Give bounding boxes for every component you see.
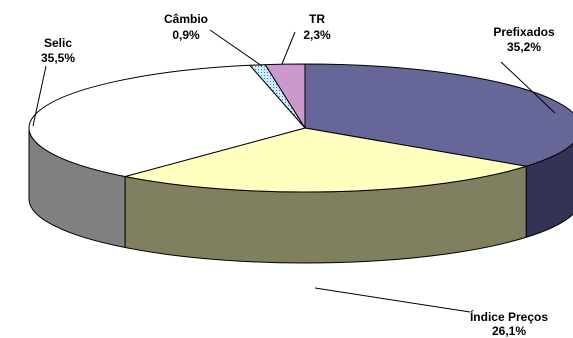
- leader-line-indice-precos: [314, 287, 471, 313]
- pie-sides: [28, 127, 573, 264]
- slice-label-tr: TR: [309, 12, 325, 26]
- leader-line-selic: [32, 65, 47, 127]
- leader-line-cambio: [209, 29, 263, 67]
- slice-value-indice-precos: 26,1%: [492, 324, 526, 338]
- slice-label-cambio: Câmbio: [164, 12, 208, 26]
- slice-value-cambio: 0,9%: [172, 28, 200, 42]
- label-leader-lines: [32, 29, 556, 313]
- pie-slice-prefixados: [304, 63, 573, 167]
- leader-line-tr: [281, 31, 296, 65]
- slice-label-indice-precos: Índice Preços: [470, 309, 548, 324]
- leader-line-prefixados: [500, 61, 556, 114]
- slice-label-selic: Selic: [44, 36, 72, 50]
- slice-value-selic: 35,5%: [41, 51, 75, 65]
- pie-slice-tr: [264, 63, 306, 129]
- pie-slice-selic: [28, 64, 306, 178]
- slice-value-tr: 2,3%: [303, 28, 331, 42]
- pie-slice-indice-precos: [124, 127, 527, 193]
- slice-value-prefixados: 35,2%: [507, 40, 541, 54]
- pie-tops: [28, 63, 573, 193]
- slice-label-prefixados: Prefixados: [493, 25, 555, 39]
